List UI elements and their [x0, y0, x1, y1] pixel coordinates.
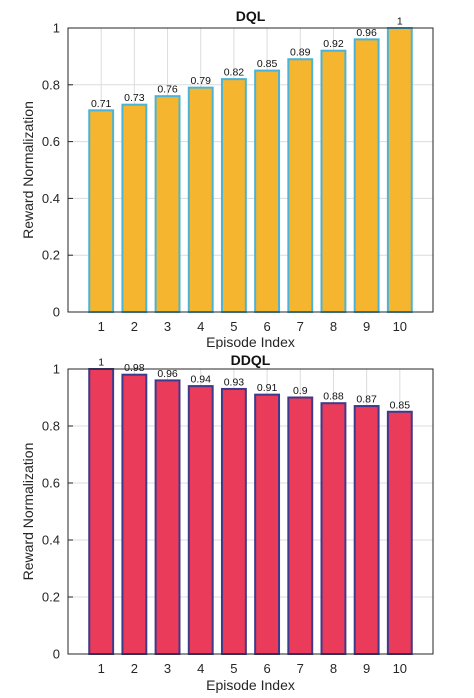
y-tick-label: 0.6 [42, 476, 60, 491]
x-tick-label: 2 [131, 319, 138, 334]
data-label: 0.93 [224, 376, 245, 388]
bar [220, 387, 247, 655]
x-tick-label: 1 [98, 319, 105, 334]
data-label: 0.85 [390, 399, 411, 411]
x-tick-label: 2 [131, 661, 138, 676]
x-tick-label: 4 [197, 319, 204, 334]
bar [287, 396, 314, 655]
bar [154, 379, 181, 656]
y-tick-label: 0.4 [42, 191, 60, 206]
data-label: 0.92 [323, 38, 344, 50]
data-label: 0.76 [157, 84, 178, 96]
bar [187, 86, 214, 313]
x-tick-label: 5 [230, 319, 237, 334]
chart-title: DDQL [231, 352, 271, 368]
axes-box [67, 368, 434, 655]
data-label: 0.91 [257, 382, 278, 394]
axes-box [67, 27, 434, 313]
chart-ddql: 0 0.2 0.4 0.6 0.8 1 1 2 3 4 5 6 7 8 9 10 1 0.98 0.96 0.94 0.… [20, 352, 434, 693]
data-label: 0.94 [191, 374, 212, 386]
y-tick-label: 0.2 [42, 248, 60, 263]
x-tick-label: 10 [393, 319, 407, 334]
x-tick-label: 7 [297, 319, 304, 334]
bar [154, 95, 181, 313]
bar [386, 27, 413, 313]
x-tick-label: 6 [263, 319, 270, 334]
bar [320, 402, 347, 656]
data-label: 1 [397, 16, 403, 28]
x-tick-label: 4 [197, 661, 204, 676]
data-label: 0.79 [191, 75, 212, 87]
x-tick-label: 10 [393, 661, 407, 676]
data-label: 0.96 [356, 27, 377, 39]
data-label: 0.98 [124, 362, 145, 374]
data-label: 1 [98, 357, 104, 369]
chart-dql: 0 0.2 0.4 0.6 0.8 1 1 2 3 4 5 6 7 8 9 10 0.71 0.73 0.76 0.7… [20, 8, 434, 349]
y-tick-label: 0.8 [42, 77, 60, 92]
y-axis-label: Reward Normalization [20, 101, 36, 239]
data-label: 0.96 [157, 368, 178, 380]
y-tick-label: 0.6 [42, 134, 60, 149]
bar [187, 385, 214, 655]
y-tick-label: 0.8 [42, 419, 60, 434]
data-label: 0.82 [224, 67, 245, 79]
bar [353, 38, 380, 314]
data-label: 0.85 [257, 58, 278, 70]
bar [254, 393, 281, 656]
data-label: 0.73 [124, 92, 145, 104]
y-tick-label: 1 [53, 362, 60, 377]
x-tick-label: 7 [297, 661, 304, 676]
bar [88, 368, 115, 655]
bar [287, 58, 314, 313]
x-tick-label: 8 [330, 319, 337, 334]
y-tick-label: 1 [53, 21, 60, 36]
data-label: 0.88 [323, 391, 344, 403]
x-tick-label: 8 [330, 661, 337, 676]
bar [353, 405, 380, 655]
x-tick-label: 5 [230, 661, 237, 676]
data-label: 0.87 [356, 394, 377, 406]
bar [220, 78, 247, 314]
x-tick-label: 1 [98, 661, 105, 676]
chart-title: DQL [236, 8, 266, 24]
bar [320, 49, 347, 313]
data-label: 0.71 [91, 98, 112, 110]
x-tick-label: 9 [363, 661, 370, 676]
data-label: 0.89 [290, 47, 311, 59]
bar [88, 109, 115, 313]
x-axis-label: Episode Index [206, 334, 295, 349]
y-tick-label: 0 [53, 305, 60, 320]
bar [254, 69, 281, 313]
x-axis-label: Episode Index [206, 677, 295, 693]
x-tick-label: 9 [363, 319, 370, 334]
y-tick-label: 0.4 [42, 533, 60, 548]
bar [386, 410, 413, 655]
y-axis-label: Reward Normalization [20, 443, 36, 581]
y-tick-label: 0.2 [42, 590, 60, 605]
x-tick-label: 6 [263, 661, 270, 676]
bar [121, 373, 148, 655]
bar [121, 103, 148, 314]
data-label: 0.9 [293, 385, 308, 397]
x-tick-label: 3 [164, 319, 171, 334]
y-tick-label: 0 [53, 647, 60, 662]
x-tick-label: 3 [164, 661, 171, 676]
